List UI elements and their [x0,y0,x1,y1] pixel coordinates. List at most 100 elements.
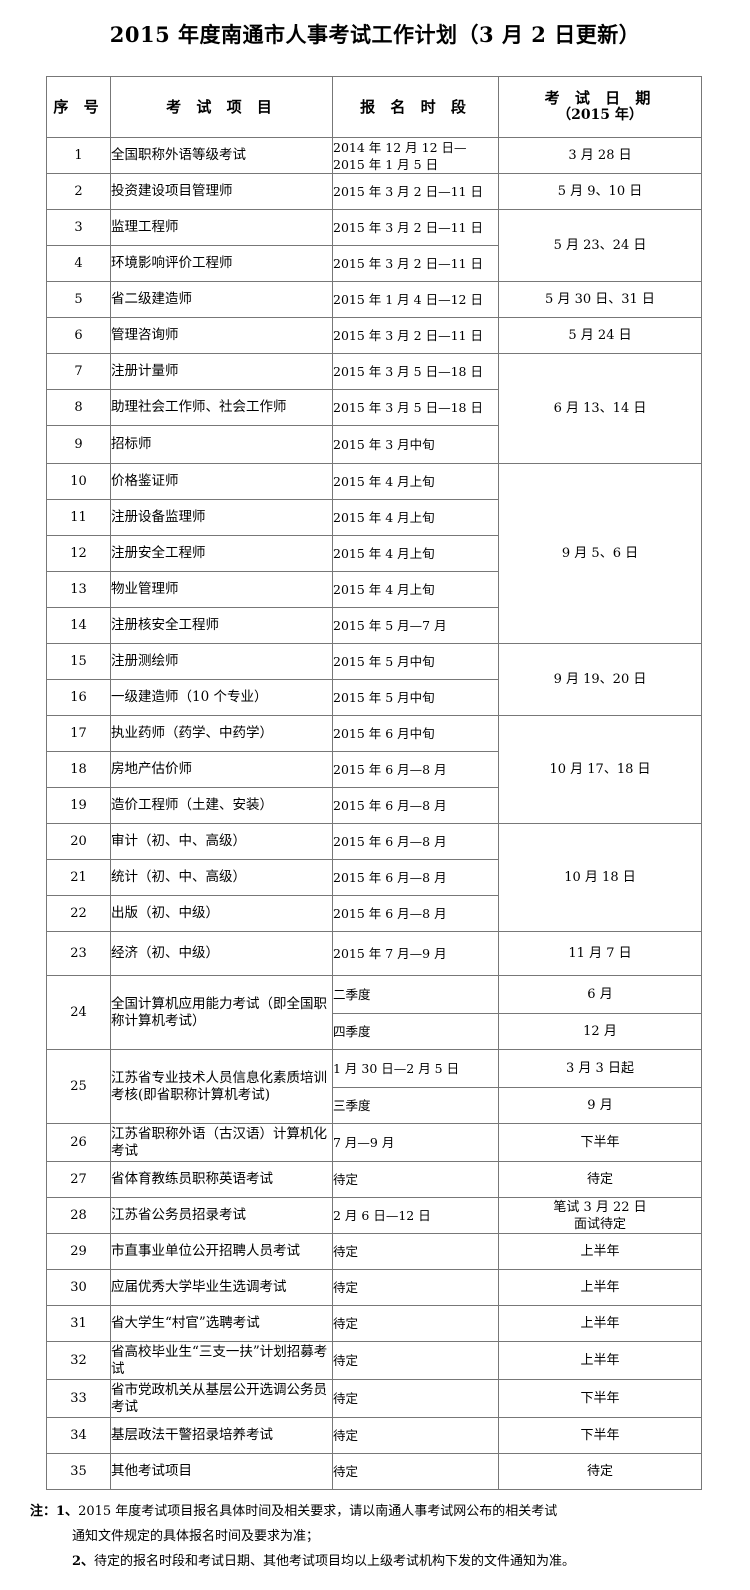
cell-registration-period: 2014 年 12 月 12 日—2015 年 1 月 5 日 [332,137,499,174]
table-row: 30 应届优秀大学毕业生选调考试 待定 上半年 [46,1269,702,1306]
cell-exam-date: 上半年 [498,1305,702,1342]
cell-exam-date: 9 月 5、6 日 [498,463,702,644]
column-header-exam-date-line2: （2015 年） [557,107,643,123]
cell-exam-item: 价格鉴证师 [110,463,333,500]
note-line-3: 2、待定的报名时段和考试日期、其他考试项目均以上级考试机构下发的文件通知为准。 [30,1549,732,1574]
cell-sequence-number: 1 [46,137,111,174]
cell-registration-period: 待定 [332,1269,499,1306]
cell-exam-item: 监理工程师 [110,209,333,246]
table-row: 32 省高校毕业生“三支一扶”计划招募考试 待定 上半年 [46,1341,702,1380]
table-header-row: 序 号 考 试 项 目 报 名 时 段 考 试 日 期 （2015 年） [46,76,702,138]
cell-sequence-number: 2 [46,173,111,210]
table-row: 8 助理社会工作师、社会工作师 2015 年 3 月 5 日—18 日 [46,389,702,426]
cell-exam-item: 省体育教练员职称英语考试 [110,1161,333,1198]
cell-exam-item: 环境影响评价工程师 [110,245,333,282]
cell-sequence-number: 32 [46,1341,111,1380]
cell-registration-period: 2015 年 3 月 2 日—11 日 [332,317,499,354]
cell-exam-item: 应届优秀大学毕业生选调考试 [110,1269,333,1306]
table-row: 24 全国计算机应用能力考试（即全国职称计算机考试） 二季度 6 月 [46,975,702,1050]
cell-exam-item: 审计（初、中、高级） [110,823,333,860]
cell-registration-period: 2015 年 6 月—8 月 [332,859,499,896]
cell-sequence-number: 25 [46,1049,111,1124]
cell-sequence-number: 11 [46,499,111,536]
page-title: 2015 年度南通市人事考试工作计划（3 月 2 日更新） [109,22,641,47]
column-header-exam-date-line1: 考 试 日 期 [544,89,656,107]
cell-sequence-number: 21 [46,859,111,896]
table-row: 13 物业管理师 2015 年 4 月上旬 [46,571,702,608]
cell-sequence-number: 23 [46,931,111,976]
table-row: 26 江苏省职称外语（古汉语）计算机化考试 7 月—9 月下半年 [46,1123,702,1162]
table-row: 15 注册测绘师 2015 年 5 月中旬 9 月 19、20 日 [46,643,702,716]
cell-registration-period: 2015 年 6 月中旬 [332,715,499,752]
cell-exam-item: 全国计算机应用能力考试（即全国职称计算机考试） [110,975,333,1050]
cell-exam-item: 江苏省专业技术人员信息化素质培训考核(即省职称计算机考试) [110,1049,333,1124]
cell-exam-date: 5 月 9、10 日 [498,173,702,210]
cell-exam-date: 笔试 3 月 22 日面试待定 [498,1197,702,1234]
table-row: 25 江苏省专业技术人员信息化素质培训考核(即省职称计算机考试) 1 月 30 日—… [46,1049,702,1124]
cell-sequence-number: 5 [46,281,111,318]
cell-registration-period: 2015 年 5 月中旬 [332,643,499,680]
table-row: 17 执业药师（药学、中药学） 2015 年 6 月中旬 10 月 17、18 日 [46,715,702,824]
cell-sequence-number: 12 [46,535,111,572]
cell-registration-period: 7 月—9 月 [332,1123,499,1162]
cell-exam-date: 11 月 7 日 [498,931,702,976]
cell-exam-item: 基层政法干警招录培养考试 [110,1417,333,1454]
cell-exam-date: 5 月 23、24 日 [498,209,702,282]
cell-exam-item: 江苏省职称外语（古汉语）计算机化考试 [110,1123,333,1162]
cell-registration-period: 待定 [332,1161,499,1198]
cell-exam-item: 招标师 [110,425,333,464]
cell-registration-period: 2015 年 4 月上旬 [332,499,499,536]
cell-registration-period: 2015 年 3 月 2 日—11 日 [332,173,499,210]
cell-exam-date: 下半年 [498,1123,702,1162]
table-row: 11 注册设备监理师 2015 年 4 月上旬 [46,499,702,536]
cell-registration-period: 2015 年 1 月 4 日—12 日 [332,281,499,318]
cell-registration-period: 2015 年 3 月 5 日—18 日 [332,389,499,426]
table-row: 10 价格鉴证师 2015 年 4 月上旬 9 月 5、6 日 [46,463,702,644]
cell-registration-period: 待定 [332,1233,499,1270]
cell-exam-item: 出版（初、中级） [110,895,333,932]
table-row: 33 省市党政机关从基层公开选调公务员考试 待定 下半年 [46,1379,702,1418]
cell-exam-date: 待定 [498,1161,702,1198]
cell-registration-period: 2015 年 7 月—9 月 [332,931,499,976]
cell-sequence-number: 33 [46,1379,111,1418]
cell-exam-item: 统计（初、中、高级） [110,859,333,896]
cell-sequence-number: 4 [46,245,111,282]
footer-notes: 注：1、2015 年度考试项目报名具体时间及相关要求，请以南通人事考试网公布的相… [0,1499,750,1574]
cell-exam-item: 注册测绘师 [110,643,333,680]
cell-exam-item: 其他考试项目 [110,1453,333,1490]
cell-registration-period: 2015 年 4 月上旬 [332,535,499,572]
cell-sequence-number: 17 [46,715,111,752]
cell-registration-period: 2015 年 3 月 2 日—11 日 [332,209,499,246]
cell-registration-period: 1 月 30 日—2 月 5 日 [332,1049,499,1088]
table-row: 34 基层政法干警招录培养考试 待定 下半年 [46,1417,702,1454]
cell-registration-period: 2015 年 3 月中旬 [332,425,499,464]
cell-sequence-number: 16 [46,679,111,716]
cell-sequence-number: 9 [46,425,111,464]
cell-sequence-number: 29 [46,1233,111,1270]
table-row: 23 经济（初、中级） 2015 年 7 月—9 月 11 月 7 日 [46,931,702,976]
cell-registration-period: 待定 [332,1305,499,1342]
table-row: 12 注册安全工程师 2015 年 4 月上旬 [46,535,702,572]
note-1-text-line1: 2015 年度考试项目报名具体时间及相关要求，请以南通人事考试网公布的相关考试 [78,1504,558,1519]
cell-sequence-number: 15 [46,643,111,680]
cell-exam-item: 助理社会工作师、社会工作师 [110,389,333,426]
cell-exam-item: 市直事业单位公开招聘人员考试 [110,1233,333,1270]
note-2-number: 2、 [72,1554,95,1569]
cell-registration-period: 待定 [332,1379,499,1418]
table-row: 35 其他考试项目 待定 待定 [46,1453,702,1490]
cell-sequence-number: 19 [46,787,111,824]
note-line-2: 通知文件规定的具体报名时间及要求为准； [30,1524,732,1549]
cell-sequence-number: 20 [46,823,111,860]
cell-exam-item: 全国职称外语等级考试 [110,137,333,174]
cell-exam-date: 上半年 [498,1269,702,1306]
cell-registration-period: 2015 年 6 月—8 月 [332,751,499,788]
column-header-seq: 序 号 [46,76,111,138]
table-row: 三季度 9 月 [47,1087,702,1124]
exam-schedule-table: 序 号 考 试 项 目 报 名 时 段 考 试 日 期 （2015 年） 1 全国… [46,76,702,1490]
cell-sequence-number: 34 [46,1417,111,1454]
cell-registration-period: 2015 年 5 月—7 月 [332,607,499,644]
cell-exam-date: 3 月 3 日起 [498,1049,702,1088]
cell-sequence-number: 7 [46,353,111,390]
cell-exam-date: 9 月 19、20 日 [498,643,702,716]
